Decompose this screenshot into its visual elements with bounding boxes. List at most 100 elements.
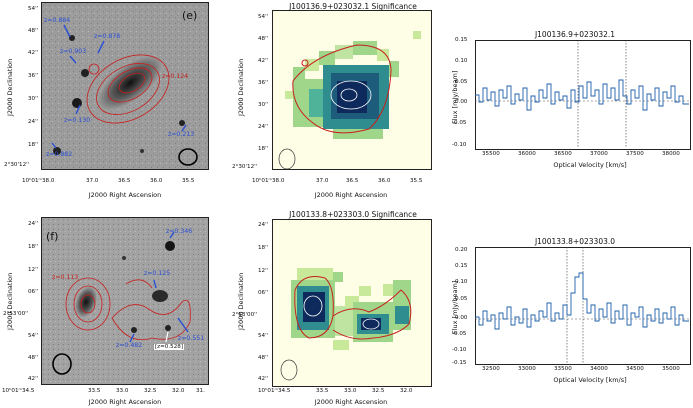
redshift-label: z=0.882: [46, 151, 73, 158]
y-tick: 54'': [258, 14, 269, 20]
x-tick: 33000: [518, 366, 536, 372]
spectrum-frame: [475, 247, 691, 365]
redshift-label: z=0.130: [64, 117, 91, 124]
x-tick: 34000: [590, 366, 608, 372]
y-tick: 0.05: [455, 79, 468, 85]
x-axis-label: J2000 Right Ascension: [314, 191, 388, 199]
y-tick: 54'': [28, 333, 39, 339]
x-tick: 34500: [626, 366, 644, 372]
y-tick: 2°30'12'': [232, 164, 258, 170]
y-axis-label: J2000 Declination: [6, 272, 14, 330]
y-tick: 0.05: [455, 296, 468, 302]
y-tick: 42'': [28, 376, 39, 382]
y-tick: 0.15: [455, 37, 468, 43]
spectrum-title: J100133.8+023303.0: [534, 237, 616, 246]
y-tick: 36'': [258, 80, 269, 86]
redshift-label: [z=0.528]: [154, 344, 185, 350]
x-tick: 31.: [196, 388, 205, 394]
significance-map-graphic: [278, 31, 421, 169]
optical-image-graphic: [42, 3, 208, 169]
redshift-label: z=0.482: [116, 342, 143, 349]
x-tick: 32.0: [400, 388, 413, 394]
y-tick: 18'': [258, 146, 269, 152]
x-tick: 36.5: [118, 178, 131, 184]
x-tick: 38000: [662, 151, 680, 157]
redshift-label: z=0.884: [44, 17, 71, 24]
spectrum-graphic: [475, 40, 689, 148]
x-tick: 32.0: [172, 388, 185, 394]
x-axis-label: J2000 Right Ascension: [88, 191, 162, 199]
significance-frame: [272, 219, 432, 387]
y-tick: 54'': [258, 333, 269, 339]
main-galaxy: [98, 56, 162, 110]
x-tick: 37.0: [86, 178, 99, 184]
y-tick: 18'': [28, 244, 39, 250]
panel-letter: (e): [182, 9, 198, 22]
x-tick: 35.5: [182, 178, 195, 184]
y-tick: 0.20: [455, 247, 468, 253]
beam-ellipse: [178, 148, 198, 166]
x-tick: 10ʰ01ᵐ38.0: [22, 178, 55, 184]
redshift-label: z=0.125: [144, 270, 171, 277]
y-tick: 0.10: [455, 58, 468, 64]
panel-letter: (f): [46, 230, 59, 243]
beam-ellipse: [278, 148, 296, 169]
hi-redshift-label: z=0.113: [52, 274, 79, 281]
y-tick: 18'': [28, 142, 39, 148]
beam-ellipse: [52, 353, 72, 375]
x-tick: 35500: [482, 151, 500, 157]
y-tick: 42'': [28, 50, 39, 56]
x-tick: 36.0: [150, 178, 163, 184]
y-tick: 54'': [28, 6, 39, 12]
redshift-label: z=0.903: [60, 48, 87, 55]
y-tick: -0.15: [452, 360, 467, 366]
x-axis-label: Optical Velocity [km/s]: [553, 161, 627, 169]
beam-ellipse: [280, 359, 298, 381]
x-tick: 36000: [518, 151, 536, 157]
y-tick: 0.15: [455, 263, 468, 269]
hi-redshift-label: z=0.124: [162, 73, 189, 80]
y-tick: 0.00: [455, 99, 468, 105]
redshift-label: z=0.878: [94, 33, 121, 40]
y-tick: 48'': [258, 36, 269, 42]
y-tick: -0.10: [452, 347, 467, 353]
y-tick: 24'': [258, 222, 269, 228]
y-axis-label: J2000 Declination: [6, 58, 14, 116]
x-tick: 10ʰ01ᵐ34.5: [258, 388, 291, 394]
optical-image-frame: z=0.884 z=0.903 z=0.878 z=0.130 z=0.882 …: [41, 2, 209, 170]
y-tick: 18'': [258, 245, 269, 251]
spectrum-line: [475, 79, 689, 111]
y-tick: 06'': [28, 289, 39, 295]
y-tick: 24'': [258, 124, 269, 130]
y-tick: 06'': [258, 290, 269, 296]
x-tick: 33.5: [88, 388, 101, 394]
significance-title: J100133.8+023303.0 Significance: [289, 210, 417, 219]
spectrum-line: [475, 272, 689, 330]
spectrum-title: J100136.9+023032.1: [534, 30, 616, 39]
redshift-label: z=0.213: [168, 131, 195, 138]
y-tick: 48'': [258, 355, 269, 361]
optical-image-graphic: [42, 218, 208, 384]
y-tick: 12'': [258, 268, 269, 274]
y-tick: 48'': [28, 355, 39, 361]
x-axis-label: J2000 Right Ascension: [88, 398, 162, 406]
y-tick: 36'': [28, 73, 39, 79]
y-tick: 2°30'12'': [4, 162, 30, 168]
y-tick: 0.10: [455, 279, 468, 285]
y-tick: 42'': [258, 376, 269, 382]
x-tick: 33.0: [344, 388, 357, 394]
x-axis-label: J2000 Right Ascension: [314, 398, 388, 406]
x-tick: 33.5: [316, 388, 329, 394]
y-tick: 48'': [28, 28, 39, 34]
y-tick: -0.10: [452, 142, 467, 148]
significance-title: J100136.9+023032.1 Significance: [289, 2, 417, 11]
y-tick: -0.05: [452, 331, 467, 337]
y-axis-label: Flux [mJy/beam]: [451, 70, 459, 124]
x-tick: 36500: [554, 151, 572, 157]
x-tick: 37500: [626, 151, 644, 157]
y-tick: 42'': [258, 58, 269, 64]
x-tick: 33500: [554, 366, 572, 372]
redshift-label: z=0.346: [166, 228, 193, 235]
x-tick: 32500: [482, 366, 500, 372]
redshift-label: z=0.551: [178, 335, 205, 342]
